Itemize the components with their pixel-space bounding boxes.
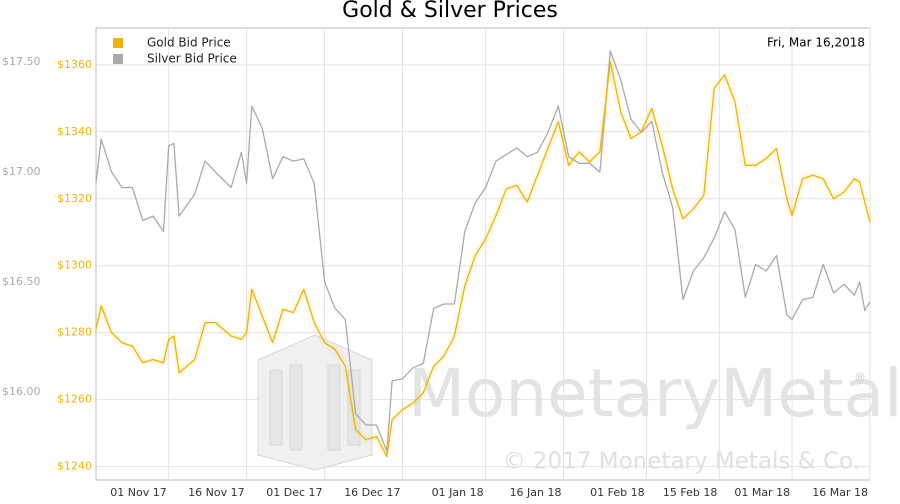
watermark-mark: ® <box>854 371 866 385</box>
legend-swatch <box>113 54 123 64</box>
x-tick-label: 15 Feb 18 <box>663 486 717 499</box>
watermark-copyright: © 2017 Monetary Metals & Co. <box>503 449 860 475</box>
y2-tick-label: $17.50 <box>2 55 41 68</box>
date-label: Fri, Mar 16,2018 <box>767 36 865 50</box>
x-tick-label: 01 Dec 17 <box>266 486 322 499</box>
x-tick-label: 01 Feb 18 <box>590 486 644 499</box>
y-tick-label: $1280 <box>57 326 92 339</box>
y-tick-label: $1300 <box>57 259 92 272</box>
y-tick-label: $1360 <box>57 58 92 71</box>
y-tick-label: $1320 <box>57 192 92 205</box>
watermark-brand: MonetaryMetals <box>408 355 900 432</box>
x-tick-label: 16 Mar 18 <box>812 486 868 499</box>
legend-label: Silver Bid Price <box>147 52 237 66</box>
x-tick-label: 01 Mar 18 <box>734 486 790 499</box>
y2-tick-label: $16.00 <box>2 385 41 398</box>
legend-label: Gold Bid Price <box>147 36 231 50</box>
series-line <box>95 60 871 458</box>
x-tick-label: 16 Dec 17 <box>344 486 400 499</box>
labels: 01 Nov 17 16 Nov 17 01 Dec 17 16 Dec 17 01 J… <box>2 36 868 500</box>
x-tick-label: 16 Nov 17 <box>188 486 244 499</box>
lines <box>95 50 871 458</box>
chart-title: Gold & Silver Prices <box>342 0 558 23</box>
series-line <box>95 50 871 453</box>
watermark-logo <box>257 334 373 471</box>
x-tick-label: 01 Nov 17 <box>110 486 166 499</box>
y2-tick-label: $16.50 <box>2 275 41 288</box>
y2-tick-label: $17.00 <box>2 165 41 178</box>
y-tick-label: $1240 <box>57 460 92 473</box>
plot-frame <box>95 27 871 481</box>
y-tick-label: $1340 <box>57 125 92 138</box>
legend-swatch <box>113 38 123 48</box>
y-tick-label: $1260 <box>57 393 92 406</box>
x-tick-label: 01 Jan 18 <box>432 486 484 499</box>
x-tick-label: 16 Jan 18 <box>510 486 562 499</box>
